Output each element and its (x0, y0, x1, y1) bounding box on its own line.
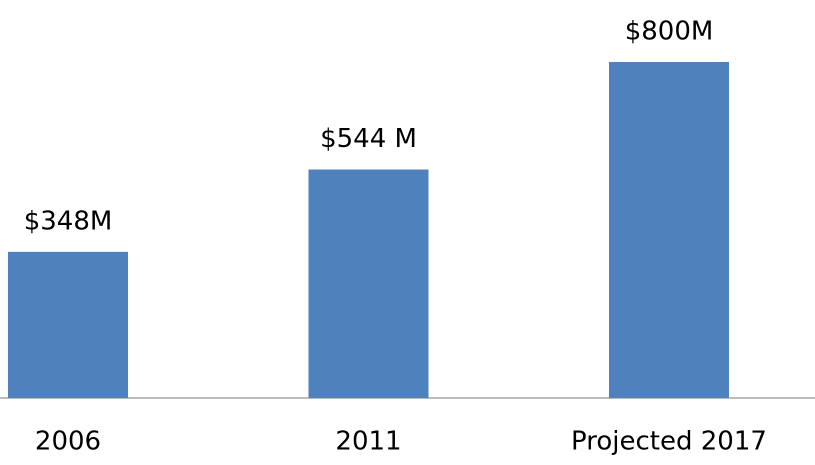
value-label: $800M (625, 17, 714, 47)
x-tick-label: 2006 (35, 427, 101, 457)
bar (8, 251, 128, 398)
x-tick-label: Projected 2017 (571, 427, 767, 457)
bar (609, 62, 729, 398)
x-tick-label: 2011 (335, 427, 401, 457)
bar (308, 169, 429, 398)
value-label: $544 M (320, 124, 417, 154)
value-label: $348M (24, 206, 113, 236)
